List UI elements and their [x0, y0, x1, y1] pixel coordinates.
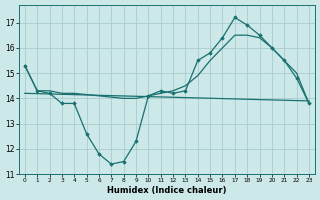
X-axis label: Humidex (Indice chaleur): Humidex (Indice chaleur) [107, 186, 227, 195]
